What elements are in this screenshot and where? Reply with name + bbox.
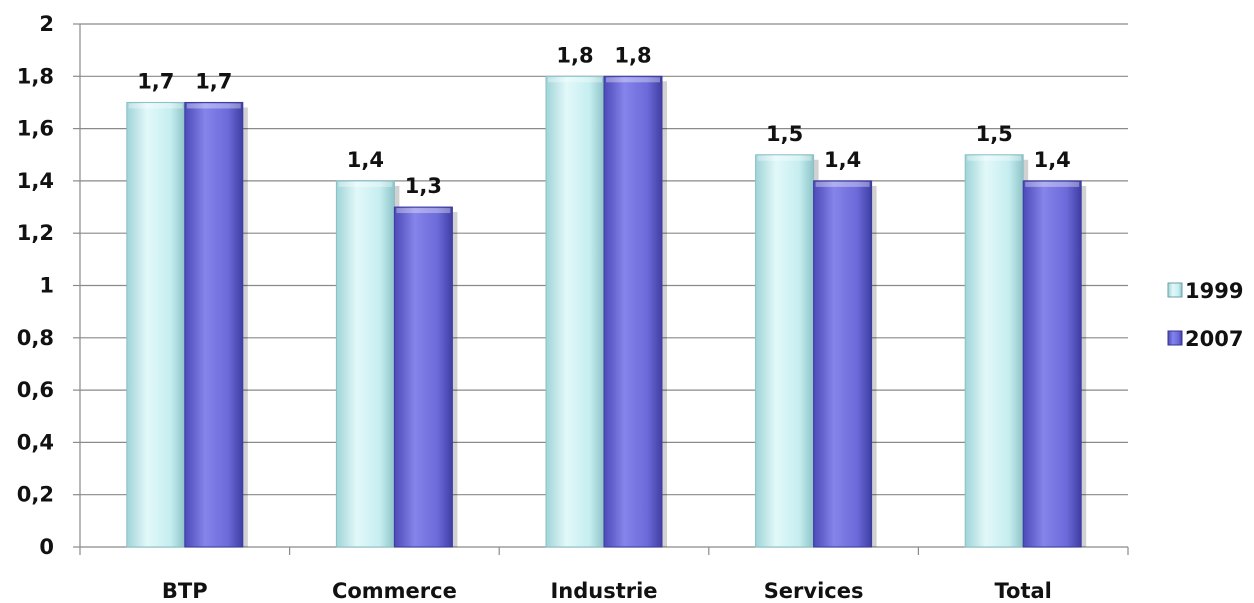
- bar-1999-total: [964, 154, 1024, 548]
- data-label: 1,5: [766, 122, 803, 146]
- bar-2007-btp: [184, 101, 244, 548]
- y-tick-label: 0,4: [17, 430, 54, 454]
- y-tick-label: 0,8: [17, 326, 54, 350]
- legend-label-1999: 1999: [1185, 279, 1243, 303]
- bar-1999-commerce: [335, 180, 395, 548]
- y-tick-label: 0,2: [17, 483, 54, 507]
- data-label: 1,3: [405, 174, 442, 198]
- legend: 1999 2007: [1167, 279, 1243, 351]
- y-tick-label: 1,2: [17, 221, 54, 245]
- y-tick-label: 1: [39, 274, 54, 298]
- bar-bevel: [757, 155, 812, 161]
- bar-bevel: [1025, 181, 1080, 187]
- bar-bevel: [186, 103, 241, 109]
- y-tick-label: 1,4: [17, 169, 54, 193]
- y-tick-label: 2: [39, 12, 54, 36]
- y-tick-label: 0: [39, 535, 54, 559]
- data-label: 1,4: [1034, 148, 1071, 172]
- bar-bevel: [338, 181, 393, 187]
- y-tick-label: 1,8: [17, 64, 54, 88]
- x-tick-label: Total: [995, 579, 1052, 603]
- data-label: 1,7: [137, 69, 174, 93]
- bar-1999-industrie: [545, 75, 605, 548]
- x-tick-label: Commerce: [332, 579, 457, 603]
- legend-label-2007: 2007: [1185, 327, 1243, 351]
- bar-bevel: [548, 77, 602, 83]
- data-label: 1,5: [976, 122, 1013, 146]
- bar-bevel: [967, 155, 1022, 161]
- y-tick-label: 1,6: [17, 117, 54, 141]
- bar-bevel: [606, 77, 660, 83]
- data-label: 1,4: [824, 148, 861, 172]
- bar-2007-industrie: [603, 75, 663, 548]
- x-tick-label: Industrie: [550, 579, 657, 603]
- bar-2007-commerce: [393, 206, 453, 548]
- bar-1999-btp: [126, 101, 186, 548]
- x-tick-label: BTP: [162, 579, 208, 603]
- bar-2007-services: [813, 180, 873, 548]
- bar-bevel: [815, 181, 870, 187]
- data-labels: 1,7 1,7 1,4 1,3 1,8 1,8 1,5 1,4 1,5 1,4: [137, 43, 1071, 198]
- data-label: 1,8: [556, 43, 593, 67]
- data-label: 1,4: [347, 148, 384, 172]
- bar-2007-total: [1022, 180, 1082, 548]
- axes: 0 0,2 0,4 0,6 0,8 1 1,2 1,4 1,6 1,8 2 BTP Commerce In…: [17, 12, 1129, 603]
- bar-bevel: [128, 103, 183, 109]
- legend-swatch-1999: [1167, 282, 1183, 298]
- legend-swatch-2007: [1167, 330, 1183, 346]
- data-label: 1,8: [614, 43, 651, 67]
- data-label: 1,7: [195, 69, 232, 93]
- bars: [126, 75, 1087, 548]
- x-tick-label: Services: [764, 579, 864, 603]
- bar-1999-services: [755, 154, 815, 548]
- y-tick-label: 0,6: [17, 378, 54, 402]
- bar-bevel: [396, 208, 451, 214]
